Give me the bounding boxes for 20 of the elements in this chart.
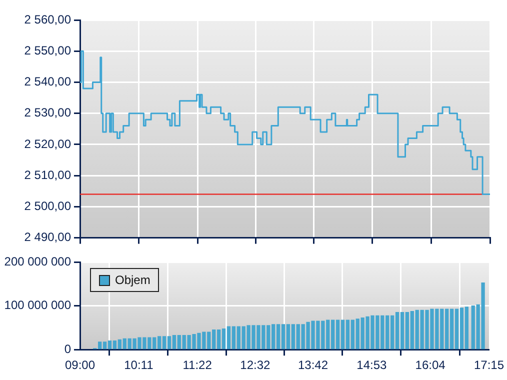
- y-tick-label: 100 000 000: [4, 298, 72, 312]
- y-tick-label: 200 000 000: [4, 254, 72, 268]
- x-tick-label: 12:32: [240, 358, 270, 372]
- x-tick-label: 14:53: [356, 358, 387, 372]
- y-tick-label: 2 510,00: [24, 168, 72, 182]
- x-tick-label: 11:22: [182, 358, 212, 372]
- y-tick-label: 0: [64, 342, 72, 356]
- y-tick-label: 2 560,00: [24, 12, 72, 26]
- x-tick-label: 17:15: [474, 358, 504, 372]
- x-tick-label: 10:11: [124, 358, 154, 372]
- y-tick-label: 2 520,00: [24, 136, 72, 151]
- y-tick-label: 2 540,00: [24, 74, 72, 89]
- y-tick-label: 2 550,00: [24, 43, 72, 58]
- y-tick-label: 2 500,00: [24, 199, 72, 213]
- legend-box: Objem: [90, 268, 160, 292]
- x-tick-label: 09:00: [64, 358, 96, 372]
- y-tick-label: 2 490,00: [24, 230, 72, 244]
- x-tick-label: 13:42: [298, 358, 328, 372]
- y-tick-label: 2 530,00: [24, 106, 72, 120]
- x-tick-label: 16:04: [415, 358, 446, 372]
